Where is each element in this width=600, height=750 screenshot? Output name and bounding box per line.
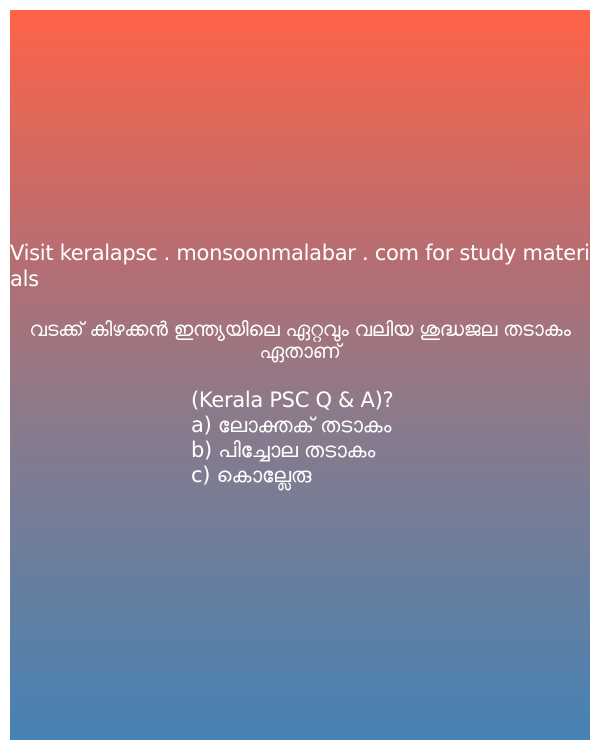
promo-text: Visit keralapsc . monsoonmalabar . com f… bbox=[10, 241, 590, 291]
option-c: c) കൊല്ലേരു bbox=[191, 463, 312, 487]
quiz-card: Visit keralapsc . monsoonmalabar . com f… bbox=[10, 10, 590, 740]
option-b: b) പിച്ചോല തടാകം bbox=[191, 438, 376, 462]
answer-block: (Kerala PSC Q & A)? a) ലോക്തക് തടാകം b) … bbox=[191, 388, 571, 488]
question-text: വടക്ക് കിഴക്കൻ ഇന്ത്യയിലെ ഏറ്റവും വലിയ ശ… bbox=[29, 317, 571, 363]
option-a: a) ലോക്തക് തടാകം bbox=[191, 413, 392, 437]
subtitle-text: (Kerala PSC Q & A)? bbox=[191, 388, 394, 412]
